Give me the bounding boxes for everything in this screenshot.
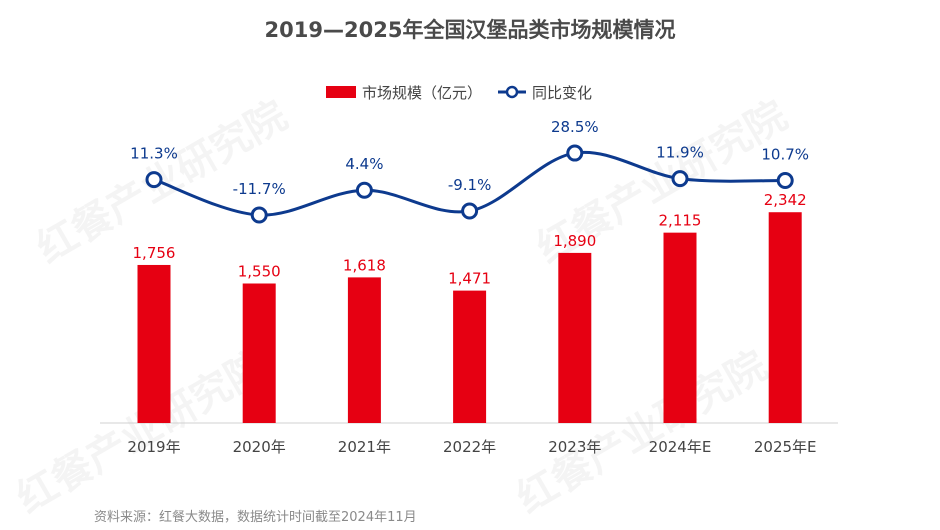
- line-point: [461, 202, 479, 220]
- line-point: [250, 206, 268, 224]
- legend-line-marker: [505, 85, 519, 99]
- line-data-label: -9.1%: [448, 176, 492, 194]
- x-tick-label: 2023年: [548, 438, 601, 456]
- line-point: [145, 171, 163, 189]
- source-note: 资料来源：红餐大数据，数据统计时间截至2024年11月: [94, 510, 417, 525]
- bar-data-label: 2,342: [764, 191, 807, 209]
- legend-line-label: 同比变化: [532, 84, 592, 102]
- legend-bar-swatch: [326, 86, 356, 98]
- bar-data-label: 1,756: [133, 244, 176, 262]
- line-point: [776, 172, 794, 190]
- line-data-label: 11.3%: [130, 145, 178, 163]
- bar: [558, 252, 592, 423]
- line-data-label: 10.7%: [761, 146, 809, 164]
- bar-data-label: 1,890: [553, 232, 596, 250]
- x-tick-label: 2024年E: [649, 438, 712, 456]
- line-data-label: 28.5%: [551, 118, 599, 136]
- x-tick-label: 2020年: [233, 438, 286, 456]
- x-tick-label: 2022年: [443, 438, 496, 456]
- chart-title: 2019—2025年全国汉堡品类市场规模情况: [264, 18, 676, 42]
- bar-data-label: 1,550: [238, 263, 281, 281]
- line-data-label: -11.7%: [233, 180, 286, 198]
- bar-data-label: 1,618: [343, 256, 386, 274]
- bar-data-label: 1,471: [448, 270, 491, 288]
- bar-data-label: 2,115: [659, 212, 702, 230]
- x-tick-label: 2025年E: [754, 438, 817, 456]
- x-tick-label: 2021年: [338, 438, 391, 456]
- bar: [347, 277, 381, 423]
- line-data-label: 11.9%: [656, 144, 704, 162]
- bar: [137, 264, 171, 423]
- bar: [768, 212, 802, 423]
- legend-bar-label: 市场规模（亿元）: [362, 84, 482, 102]
- line-point: [566, 144, 584, 162]
- bar: [242, 283, 276, 423]
- line-data-label: 4.4%: [345, 155, 383, 173]
- x-tick-label: 2019年: [127, 438, 180, 456]
- bar: [453, 290, 487, 423]
- line-point: [355, 181, 373, 199]
- bar: [663, 232, 697, 423]
- line-point: [671, 170, 689, 188]
